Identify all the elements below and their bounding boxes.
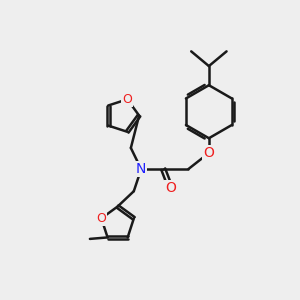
Text: O: O	[96, 212, 106, 225]
Text: O: O	[165, 181, 176, 195]
Text: N: N	[136, 162, 146, 176]
Text: O: O	[203, 146, 214, 160]
Text: O: O	[122, 93, 132, 106]
